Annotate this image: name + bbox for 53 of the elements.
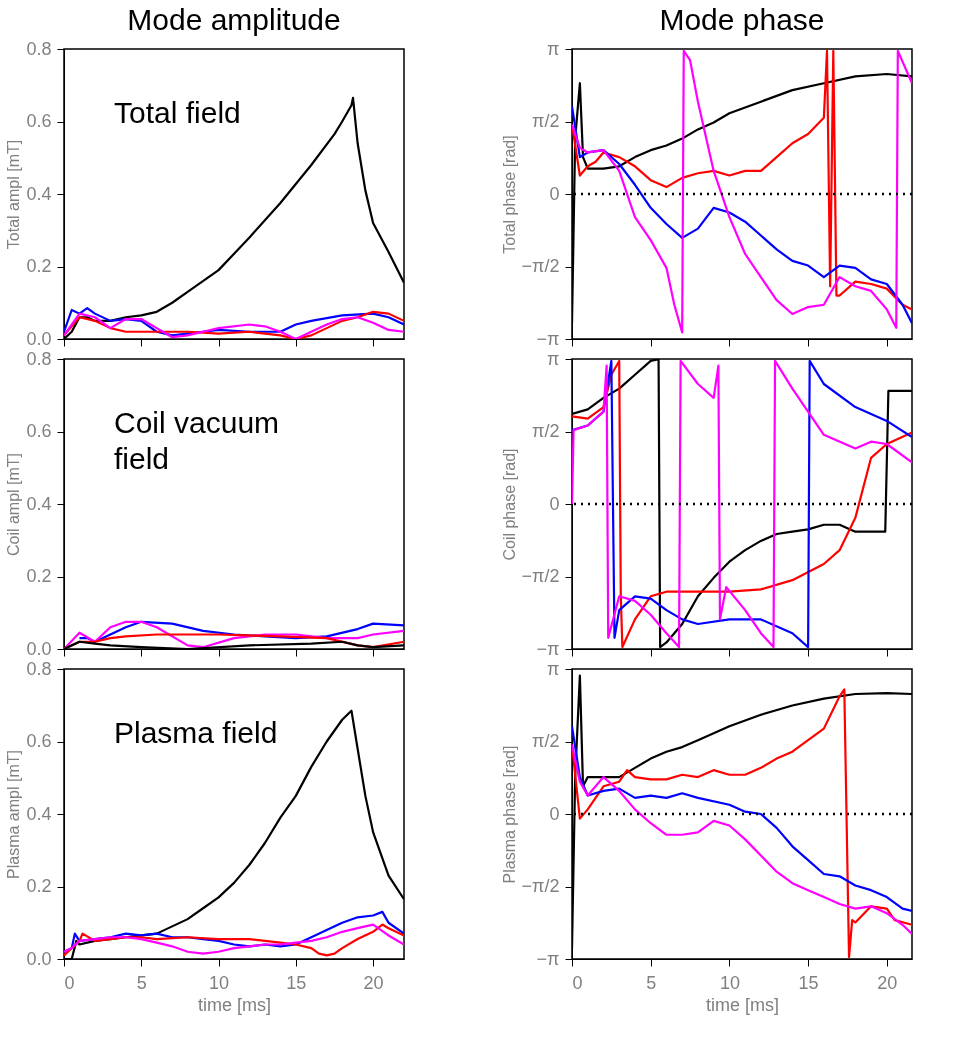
y-axis-title: Total phase [rad] <box>500 135 518 254</box>
x-tick-label: 10 <box>719 972 740 993</box>
x-tick-label: 15 <box>286 972 307 993</box>
annotation: Coil vacuum field <box>114 406 280 475</box>
chart-title: Mode phase <box>659 3 825 36</box>
y-tick-label: π/2 <box>532 111 560 131</box>
x-tick-label: 0 <box>64 972 75 993</box>
y-tick-label: −π/2 <box>521 566 560 586</box>
y-tick-label: 0.2 <box>26 566 52 586</box>
y-axis-title: Total ampl [mT] <box>5 139 23 250</box>
y-axis-title: Plasma ampl [mT] <box>5 750 23 879</box>
x-tick-label: 5 <box>646 972 657 993</box>
x-tick-label: 10 <box>209 972 230 993</box>
y-tick-label: 0.2 <box>26 256 52 276</box>
x-axis-title: time [ms] <box>197 994 272 1015</box>
y-tick-label: π <box>547 38 560 59</box>
y-tick-label: −π/2 <box>521 256 560 276</box>
y-axis-title: Coil phase [rad] <box>500 448 518 561</box>
x-tick-label: 0 <box>572 972 583 993</box>
y-tick-label: π <box>547 658 560 679</box>
x-tick-label: 20 <box>877 972 898 993</box>
y-tick-label: −π <box>536 328 560 349</box>
y-tick-label: 0 <box>549 803 560 824</box>
y-axis-title: Plasma phase [rad] <box>500 745 518 884</box>
y-tick-label: π/2 <box>532 731 560 751</box>
y-tick-label: 0.6 <box>26 111 52 131</box>
chart-title: Mode amplitude <box>127 3 341 36</box>
x-axis-title: time [ms] <box>705 994 780 1015</box>
x-tick-label: 15 <box>798 972 819 993</box>
y-tick-label: 0.2 <box>26 876 52 896</box>
annotation: Total field <box>114 96 241 129</box>
y-tick-label: 0.4 <box>26 493 52 514</box>
y-tick-label: π <box>547 348 560 369</box>
annotation: Plasma field <box>114 716 278 749</box>
y-tick-label: 0 <box>549 493 560 514</box>
x-tick-label: 5 <box>136 972 147 993</box>
y-tick-label: 0.4 <box>26 803 52 824</box>
y-tick-label: 0.6 <box>26 731 52 751</box>
y-axis-title: Coil ampl [mT] <box>5 452 23 557</box>
y-tick-label: 0 <box>549 183 560 204</box>
y-tick-label: π/2 <box>532 421 560 441</box>
y-tick-label: −π <box>536 948 560 969</box>
x-tick-label: 20 <box>363 972 384 993</box>
y-tick-label: 0.8 <box>26 658 52 679</box>
y-tick-label: 0.0 <box>26 948 52 969</box>
y-tick-label: −π <box>536 638 560 659</box>
y-tick-label: 0.8 <box>26 348 52 369</box>
y-tick-label: −π/2 <box>521 876 560 896</box>
y-tick-label: 0.4 <box>26 183 52 204</box>
y-tick-label: 0.0 <box>26 638 52 659</box>
y-tick-label: 0.6 <box>26 421 52 441</box>
y-tick-label: 0.8 <box>26 38 52 59</box>
y-tick-label: 0.0 <box>26 328 52 349</box>
